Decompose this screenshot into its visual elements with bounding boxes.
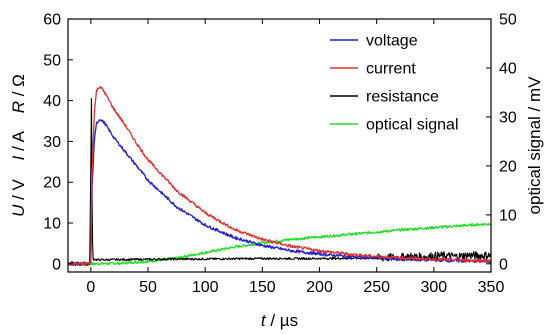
x-axis-label-var: t bbox=[261, 311, 267, 330]
y-left-label-i-var: I bbox=[9, 155, 28, 160]
x-tick-label: 350 bbox=[478, 279, 505, 296]
x-tick-label: 200 bbox=[306, 279, 333, 296]
x-axis-label-unit: / µs bbox=[266, 311, 298, 330]
y-right-tick-label: 50 bbox=[499, 12, 517, 29]
y-left-tick-label: 40 bbox=[43, 93, 61, 110]
x-tick-label: 100 bbox=[192, 279, 219, 296]
y-left-label-i-unit: / A bbox=[9, 130, 28, 155]
y-left-label-r-unit: / Ω bbox=[9, 74, 28, 101]
y-right-tick-label: 30 bbox=[499, 109, 517, 126]
plot-frame bbox=[67, 18, 492, 273]
y-axis-left: 0 10 20 30 40 50 60 bbox=[43, 12, 73, 273]
series-line-resistance bbox=[67, 97, 492, 267]
y-left-tick-label: 50 bbox=[43, 52, 61, 69]
y-axis-right-label: optical signal / mV bbox=[525, 76, 544, 215]
y-left-label-u-var: U bbox=[9, 204, 28, 217]
y-left-tick-label: 10 bbox=[43, 216, 61, 233]
legend-label-current: current bbox=[366, 61, 416, 78]
y-right-tick-label: 10 bbox=[499, 207, 517, 224]
legend: voltage current resistance optical signal bbox=[330, 33, 459, 134]
legend-label-optical-signal: optical signal bbox=[366, 117, 459, 134]
y-left-label-r-var: R bbox=[9, 101, 28, 113]
x-tick-label: 250 bbox=[363, 279, 390, 296]
x-axis: 0 50 100 150 200 250 300 350 bbox=[86, 19, 504, 296]
x-tick-label: 300 bbox=[420, 279, 447, 296]
y-left-tick-label: 30 bbox=[43, 134, 61, 151]
y-axis-left-label: U / V I / A R / Ω bbox=[9, 74, 28, 217]
y-right-tick-label: 40 bbox=[499, 60, 517, 77]
y-left-tick-label: 60 bbox=[43, 12, 61, 29]
x-tick-label: 150 bbox=[249, 279, 276, 296]
y-right-tick-label: 0 bbox=[499, 256, 508, 273]
legend-label-voltage: voltage bbox=[366, 33, 418, 50]
x-axis-label: t / µs bbox=[261, 311, 298, 330]
series-line-current bbox=[67, 85, 492, 266]
y-left-tick-label: 0 bbox=[52, 256, 61, 273]
legend-label-resistance: resistance bbox=[366, 89, 439, 106]
y-axis-right: 0 10 20 30 40 50 bbox=[486, 12, 517, 273]
series-line-voltage bbox=[67, 119, 492, 266]
x-tick-label: 0 bbox=[86, 279, 95, 296]
y-left-label-u-unit: / V bbox=[9, 178, 28, 204]
x-tick-label: 50 bbox=[139, 279, 157, 296]
y-left-tick-label: 20 bbox=[43, 175, 61, 192]
series-layer bbox=[67, 85, 492, 267]
y-right-tick-label: 20 bbox=[499, 158, 517, 175]
